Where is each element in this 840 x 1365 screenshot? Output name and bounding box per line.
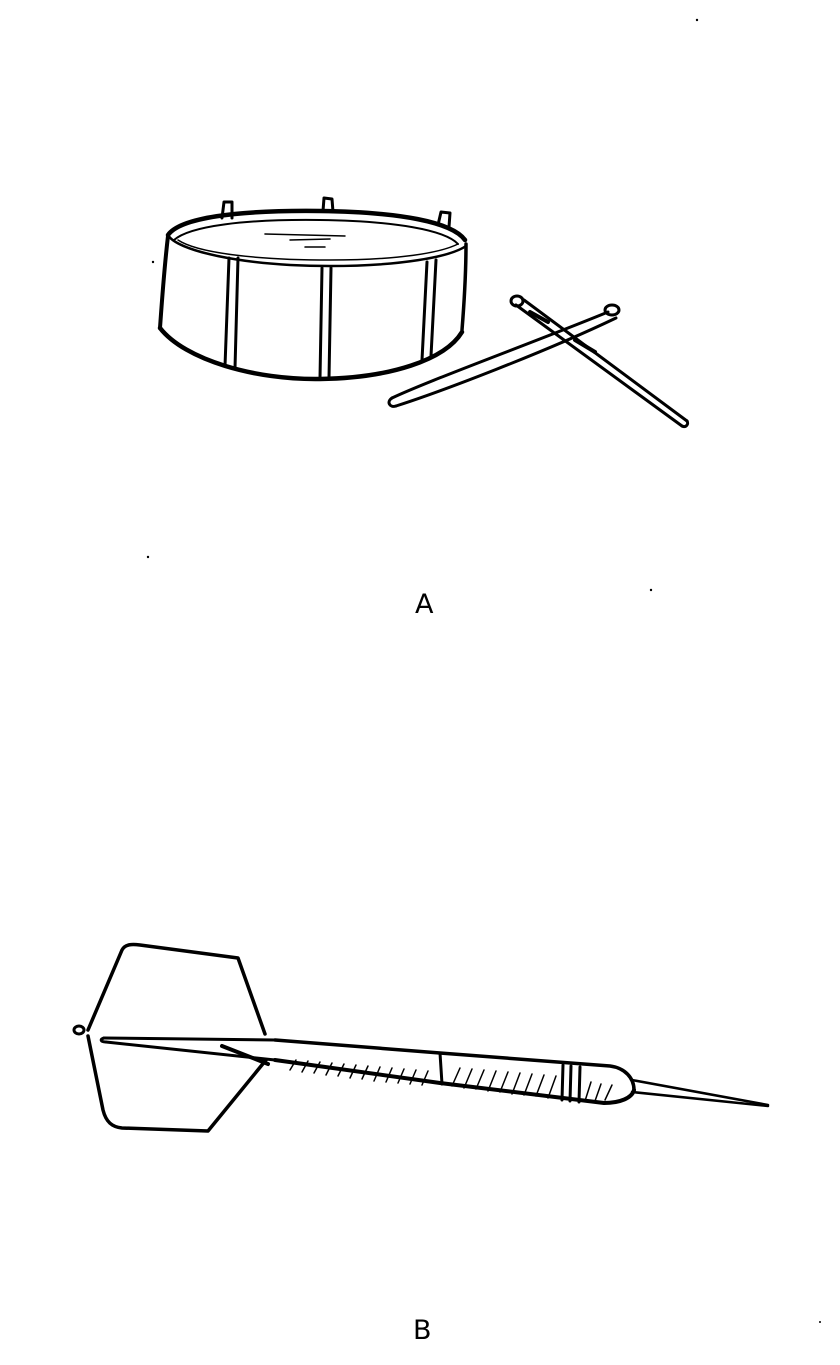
drumsticks-icon bbox=[387, 294, 690, 428]
barrel-knurling bbox=[289, 1059, 613, 1102]
figure-label-b: B bbox=[413, 1315, 432, 1346]
figure-label-a: A bbox=[415, 589, 434, 620]
scan-specks bbox=[146, 18, 821, 1323]
dart-icon bbox=[72, 942, 770, 1133]
drum-icon bbox=[157, 196, 468, 382]
